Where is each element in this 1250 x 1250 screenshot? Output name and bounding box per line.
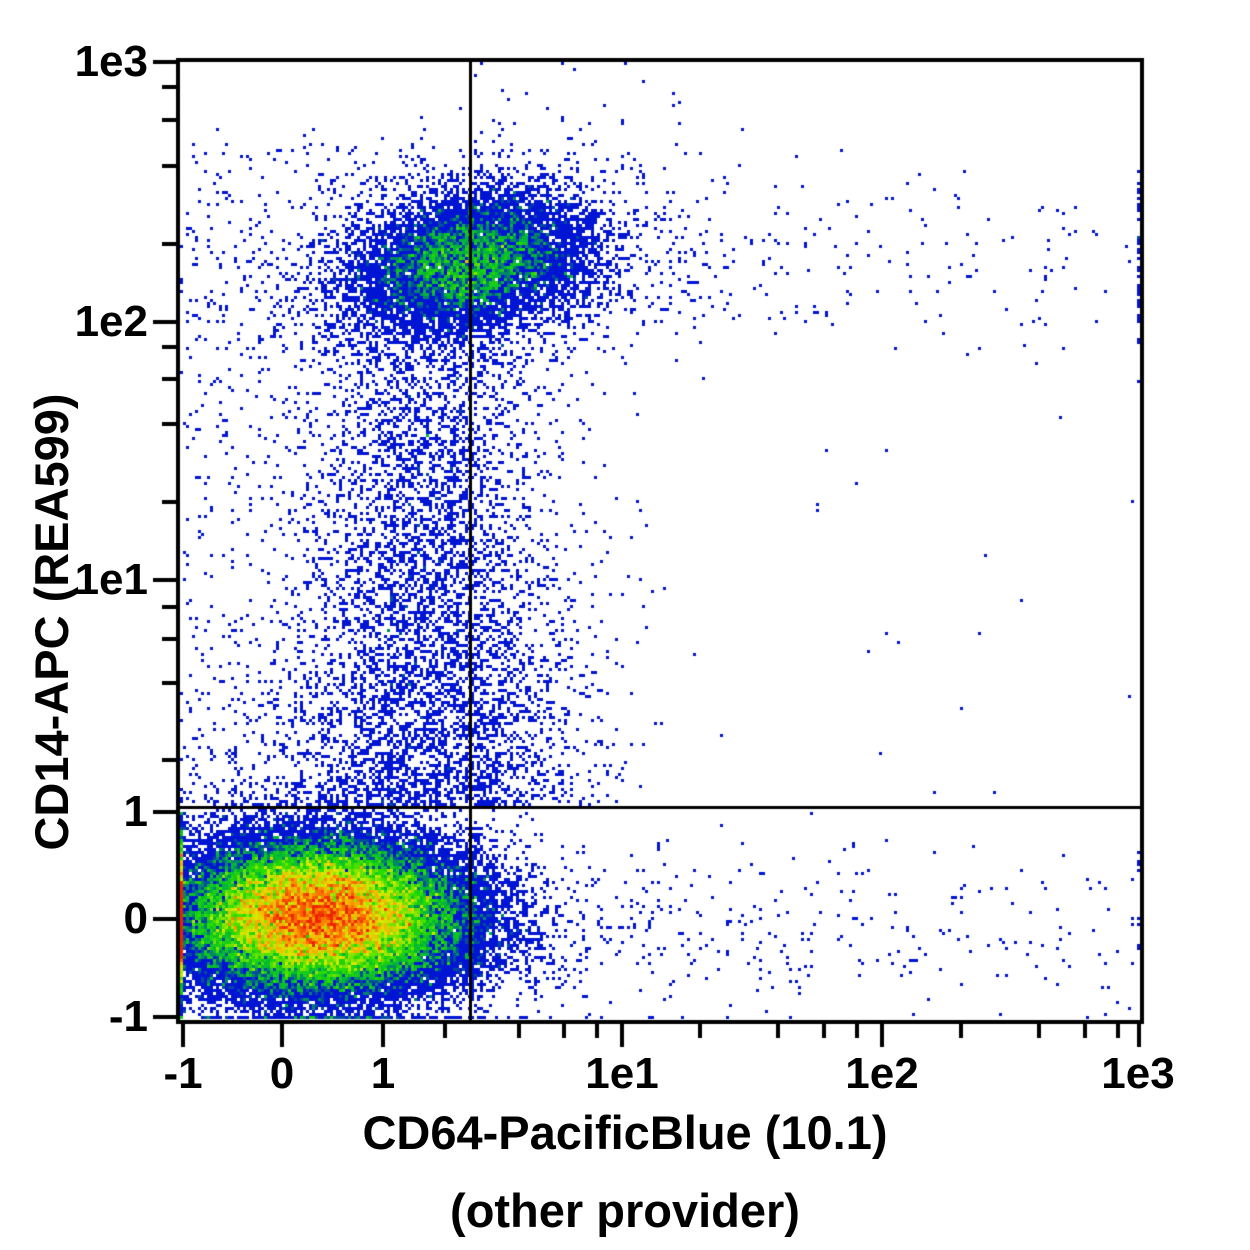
- y-tick-label-1e1: 1e1: [74, 555, 148, 604]
- y-tick-label-1e3: 1e3: [74, 37, 148, 86]
- x-tick-label-1e1: 1e1: [585, 1049, 659, 1098]
- y-axis-title: CD14-APC (REA599): [24, 393, 78, 851]
- y-tick-label-1e2: 1e2: [74, 297, 148, 346]
- x-axis-subtitle: (other provider): [450, 1184, 800, 1237]
- x-axis-title: CD64-PacificBlue (10.1): [362, 1106, 888, 1159]
- x-tick-label-1e2: 1e2: [845, 1049, 919, 1098]
- y-tick-label-1: 1: [123, 787, 148, 836]
- y-tick-label-neg1: -1: [108, 992, 148, 1041]
- x-tick-label-1e3: 1e3: [1101, 1049, 1175, 1098]
- x-tick-label-1: 1: [370, 1049, 396, 1098]
- x-tick-label-0: 0: [269, 1049, 295, 1098]
- y-tick-label-0: 0: [123, 894, 148, 943]
- x-tick-label-neg1: -1: [163, 1049, 203, 1098]
